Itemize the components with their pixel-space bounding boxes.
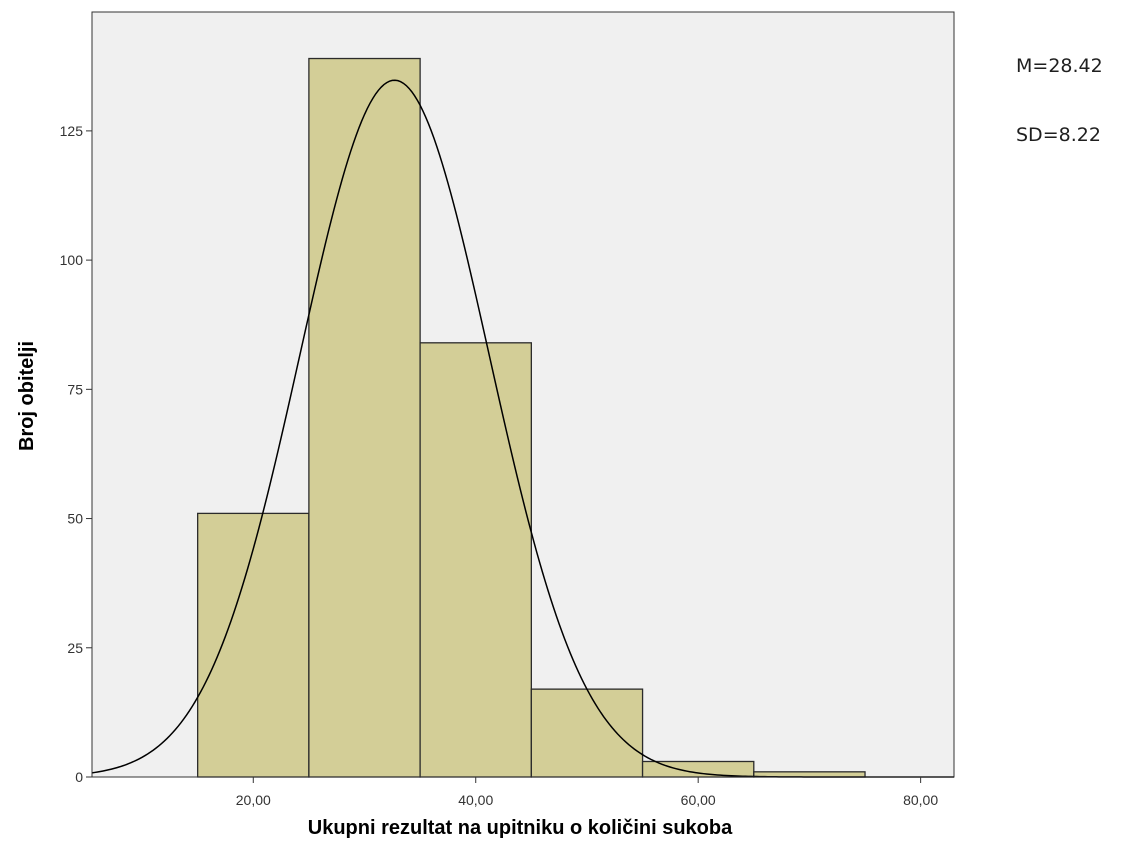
x-tick-label: 80,00	[903, 792, 938, 808]
y-ticks-group: 0 25 50 75 100 125	[60, 123, 92, 785]
histogram-bar-2	[308, 57, 421, 778]
histogram-bar-4	[530, 688, 644, 778]
bars-group	[197, 57, 866, 778]
x-ticks-group: 20,00 40,00 60,00 80,00	[236, 777, 938, 808]
mean-annotation: M=28.42	[1016, 55, 1103, 77]
y-tick-label: 100	[60, 252, 84, 268]
histogram-bar-3	[419, 342, 532, 778]
x-tick-label: 20,00	[236, 792, 271, 808]
x-axis-label: Ukupni rezultat na upitniku o količini s…	[308, 817, 733, 839]
y-tick-label: 25	[67, 640, 83, 656]
y-tick-label: 50	[67, 511, 83, 527]
sd-annotation: SD=8.22	[1016, 124, 1101, 146]
y-tick-label: 0	[75, 769, 83, 785]
x-tick-label: 40,00	[458, 792, 493, 808]
x-tick-label: 60,00	[681, 792, 716, 808]
y-axis-label: Broj obitelji	[16, 341, 38, 451]
histogram-bar-1	[197, 512, 310, 778]
y-tick-label: 75	[67, 381, 83, 397]
y-tick-label: 125	[60, 123, 84, 139]
